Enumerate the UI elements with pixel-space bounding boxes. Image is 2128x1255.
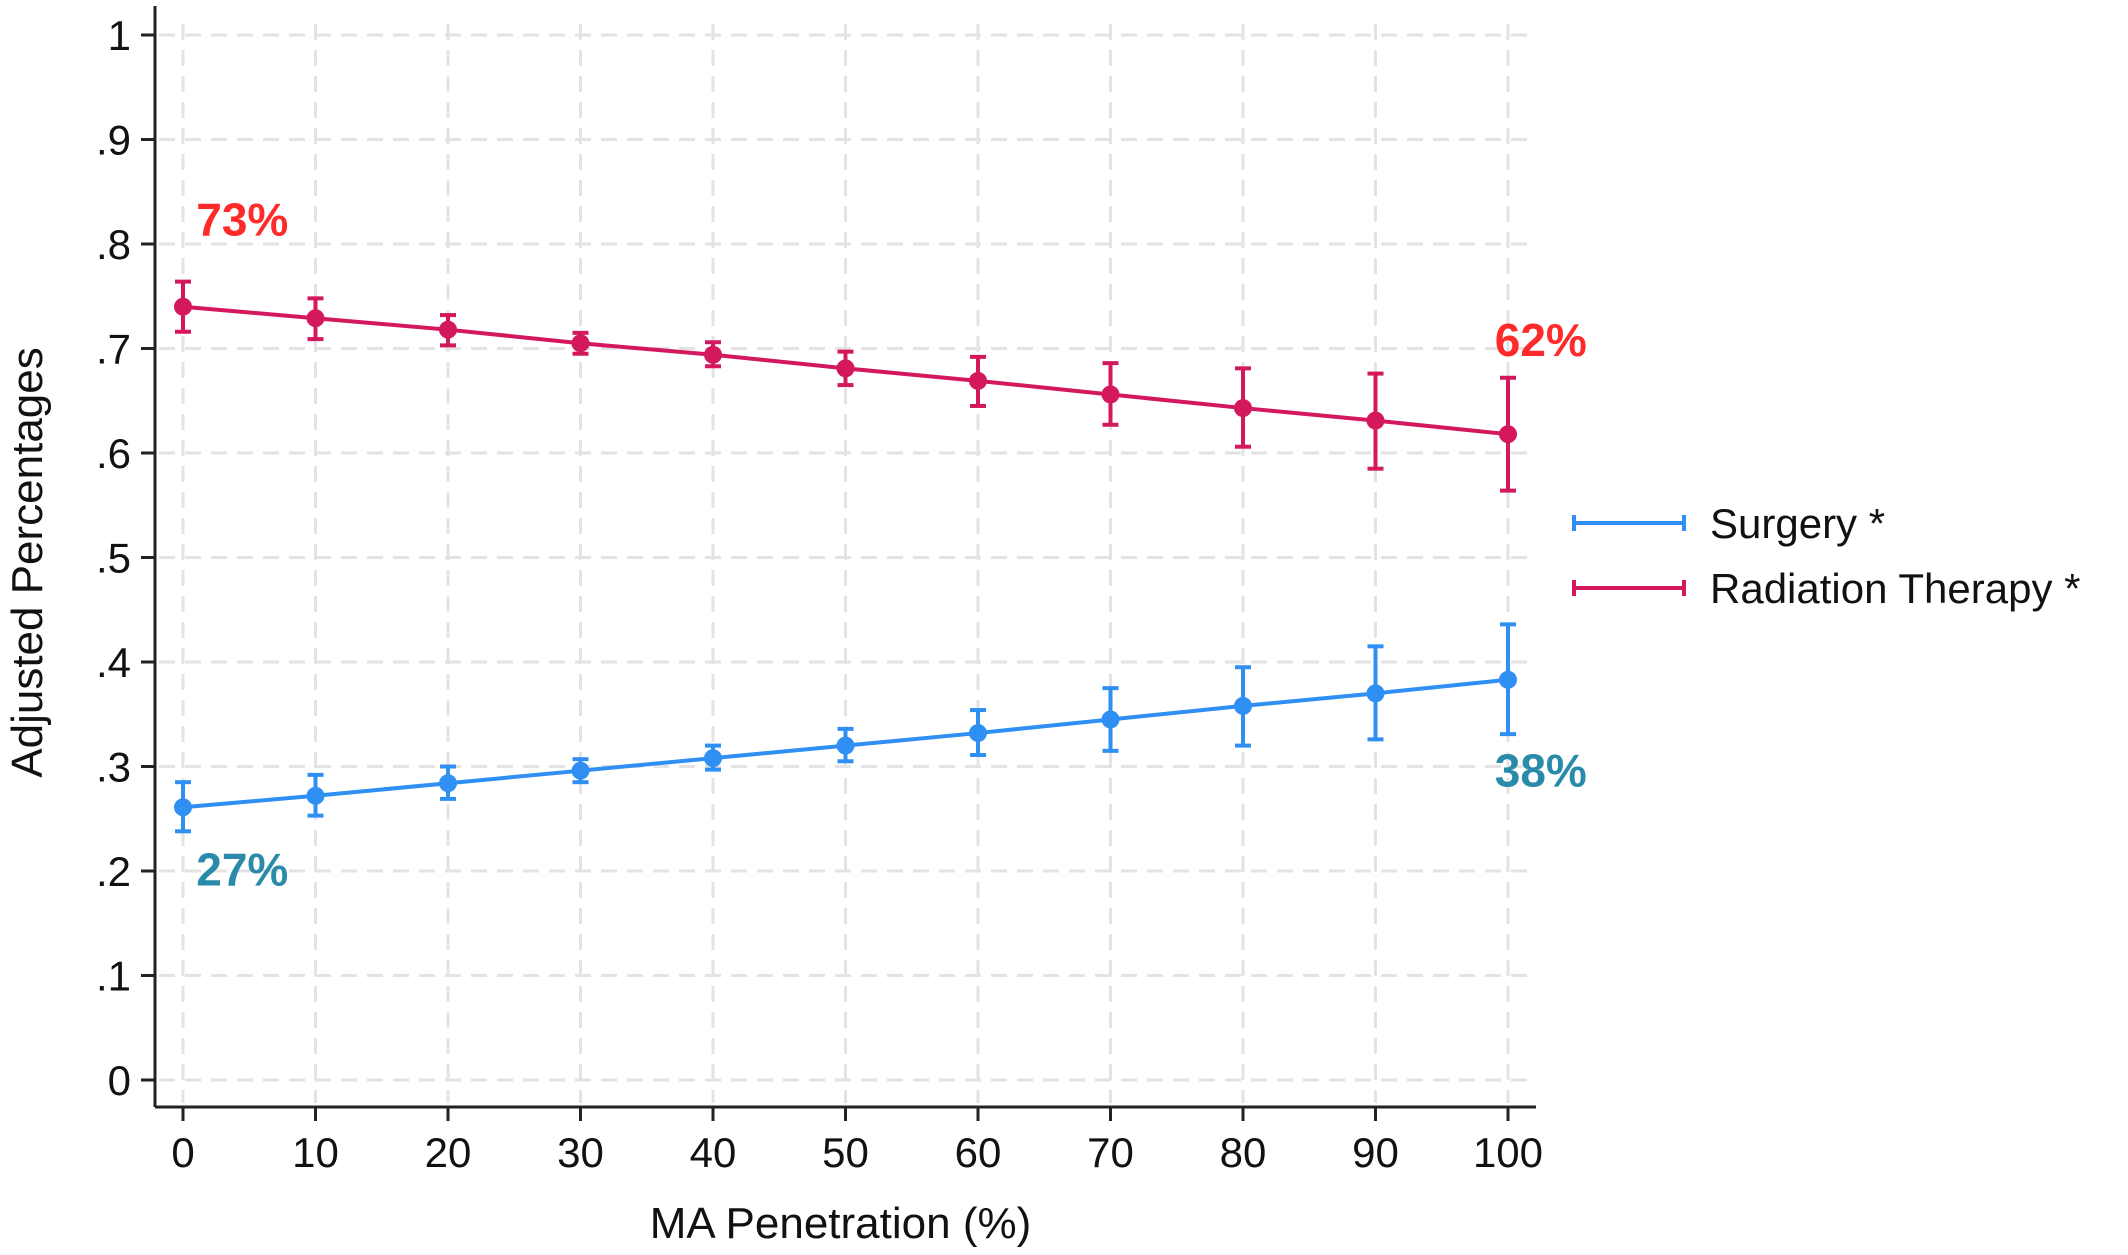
value-annotation: 27% xyxy=(196,844,288,896)
data-point xyxy=(174,297,192,316)
x-tick-label: 50 xyxy=(822,1129,869,1176)
data-point xyxy=(704,749,722,768)
data-point xyxy=(1366,684,1385,703)
x-tick-label: 20 xyxy=(425,1129,472,1176)
y-tick-label: 1 xyxy=(108,12,131,59)
x-tick-label: 30 xyxy=(557,1129,604,1176)
data-point xyxy=(1499,425,1517,444)
x-tick-label: 90 xyxy=(1352,1129,1399,1176)
data-point xyxy=(1101,710,1120,729)
x-tick-label: 70 xyxy=(1087,1129,1134,1176)
data-point xyxy=(1101,385,1120,404)
value-annotation: 73% xyxy=(196,194,288,246)
x-tick-label: 80 xyxy=(1220,1129,1267,1176)
y-tick-label: .3 xyxy=(96,744,131,791)
data-point xyxy=(571,761,590,780)
x-tick-label: 60 xyxy=(955,1129,1002,1176)
y-tick-label: .6 xyxy=(96,430,131,477)
data-point xyxy=(1499,670,1517,689)
data-point xyxy=(704,345,722,364)
data-point xyxy=(439,320,457,339)
y-tick-label: .5 xyxy=(96,535,131,582)
data-point xyxy=(306,309,325,328)
y-tick-label: .8 xyxy=(96,221,131,268)
data-point xyxy=(439,774,457,793)
data-point xyxy=(969,371,987,390)
axes: 0.1.2.3.4.5.6.7.8.910 10 20 30 40 50 60 70 80 90 1… xyxy=(96,6,1543,1176)
y-tick-label: .9 xyxy=(96,117,131,164)
series-1 xyxy=(174,279,1517,493)
data-point xyxy=(1234,696,1252,715)
x-tick-label: 40 xyxy=(690,1129,737,1176)
data-point xyxy=(306,786,325,805)
data-point xyxy=(1366,411,1385,430)
y-tick-label: .7 xyxy=(96,326,131,373)
x-tick-label: 10 xyxy=(292,1129,339,1176)
data-point xyxy=(836,359,855,378)
legend: Surgery * Radiation Therapy * xyxy=(1572,500,2080,612)
data-point xyxy=(1234,399,1252,418)
value-annotation: 38% xyxy=(1495,744,1587,796)
data-point xyxy=(836,736,855,755)
y-tick-label: .1 xyxy=(96,953,131,1000)
y-tick-label: 0 xyxy=(108,1057,131,1104)
y-axis-title: Adjusted Percentages xyxy=(3,347,52,778)
y-tick-label: .4 xyxy=(96,639,131,686)
legend-label: Surgery * xyxy=(1710,500,1885,547)
x-tick-label: 100 xyxy=(1473,1129,1543,1176)
series xyxy=(174,279,1517,834)
grid xyxy=(159,24,1536,1103)
annotations: 73% 62% 38% 27% xyxy=(196,194,1587,896)
x-axis-title: MA Penetration (%) xyxy=(650,1199,1032,1248)
data-point xyxy=(174,798,192,817)
value-annotation: 62% xyxy=(1495,314,1587,366)
series-0 xyxy=(174,622,1517,834)
x-tick-label: 0 xyxy=(171,1129,194,1176)
data-point xyxy=(571,334,590,353)
y-tick-label: .2 xyxy=(96,848,131,895)
data-point xyxy=(969,724,987,743)
legend-label: Radiation Therapy * xyxy=(1710,565,2080,612)
